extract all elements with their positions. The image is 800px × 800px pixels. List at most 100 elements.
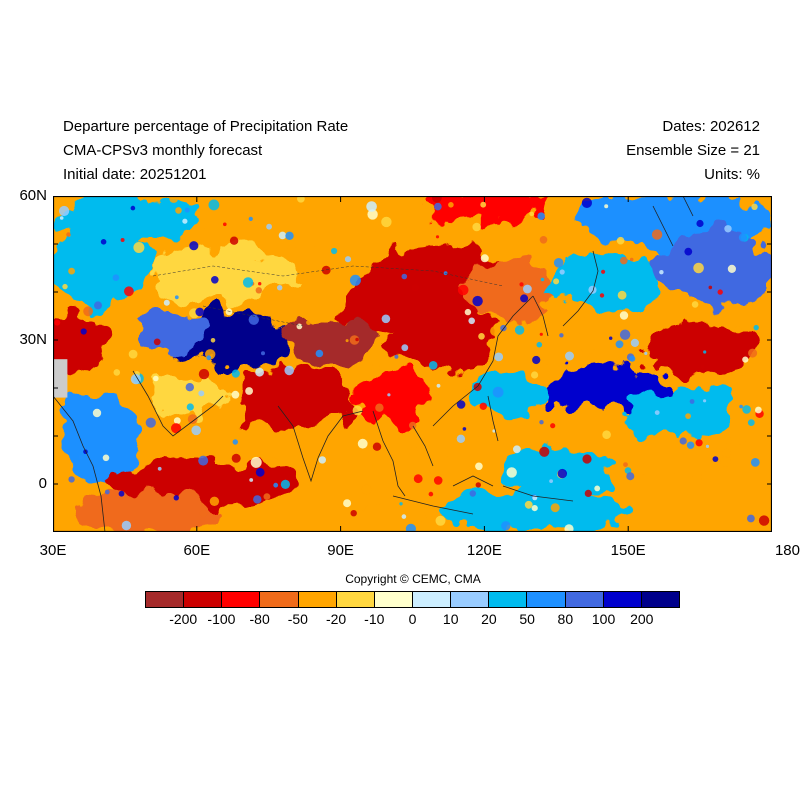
precip-speck [506,467,517,478]
precip-region-20 [235,364,351,432]
precip-speck [691,301,699,308]
precip-speck [343,499,352,508]
map-title: Departure percentage of Precipitation Ra… [63,118,349,135]
precip-region-13 [53,311,111,369]
colorbar-swatch-8 [451,592,490,607]
precip-speck [357,438,368,449]
precip-speck [255,467,265,477]
precip-speck [480,201,487,208]
precip-speck [513,445,521,454]
precip-speck [387,393,391,397]
precip-speck [469,490,476,497]
precip-region-9 [546,253,662,312]
precip-region-10 [656,229,772,307]
precip-speck [120,238,125,242]
precip-speck [420,468,431,479]
precip-speck [616,236,625,245]
precip-speck [722,448,732,458]
precip-speck [478,333,485,340]
precip-speck [350,510,357,517]
precip-speck [278,231,287,240]
precip-speck [550,423,556,429]
precip-speck [465,204,476,215]
precip-speck [355,337,359,342]
precip-speck [742,405,751,414]
precip-speck [630,338,640,347]
colorbar-label: -80 [249,611,270,627]
precip-speck [321,265,331,275]
precip-speck [375,403,384,412]
precip-speck [237,291,241,295]
precip-speck [209,496,220,506]
precip-speck [175,207,182,214]
forecast-dates: Dates: 202612 [662,118,760,135]
precip-speck [255,367,264,377]
precip-speck [250,456,262,468]
precip-speck [130,374,141,385]
precip-speck [83,306,93,317]
precip-speck [747,514,755,523]
coastline-china [432,295,534,427]
precip-speck [549,479,553,483]
x-tick-label: 60E [183,542,211,559]
precip-speck [435,515,446,526]
precip-speck [654,410,660,415]
precip-speck [751,203,758,210]
precip-region-17 [642,320,758,379]
precip-speck [456,400,466,409]
precip-speck [428,361,438,370]
precip-speck [401,514,407,519]
precip-speck [118,490,125,497]
precip-speck [565,351,574,361]
precip-speck [708,285,713,290]
precip-speck [258,282,262,286]
precip-speck [519,282,524,287]
precip-speck [703,399,707,403]
precip-speck [261,351,265,356]
precip-speck [695,439,703,447]
precip-speck [130,205,136,211]
precip-speck [173,495,179,501]
precip-speck [163,299,170,306]
map-plot [53,196,772,532]
precip-speck [564,524,574,532]
precip-speck [738,233,748,242]
precip-speck [479,402,487,410]
precip-speck [245,387,254,395]
colorbar-label: 50 [519,611,535,627]
precip-speck [253,495,262,504]
precip-speck [742,356,749,363]
precip-speck [68,267,75,275]
precip-speck [371,363,380,372]
precip-speck [306,320,312,325]
precip-region-32 [436,493,629,532]
precip-speck [78,455,83,460]
precip-speck [581,197,593,208]
precip-speck [494,352,504,362]
colorbar-label: 200 [630,611,654,627]
precip-speck [255,287,262,294]
precip-speck [372,442,382,451]
precip-speck [685,413,691,419]
precip-speck [584,489,592,497]
precip-speck [559,333,564,338]
precip-speck [615,340,624,349]
precip-speck [75,502,80,506]
precip-speck [53,351,58,359]
precip-speck [758,515,770,526]
colorbar-label: 20 [481,611,497,627]
precip-speck [472,222,482,232]
precip-speck [284,365,294,376]
coastline-korea-japan [532,250,599,337]
precip-speck [620,256,628,265]
colorbar-label: -50 [287,611,308,627]
precip-speck [206,355,212,361]
precip-speck [581,225,590,234]
precip-speck [394,354,399,359]
precip-speck [629,257,634,262]
precip-speck [604,204,609,209]
precip-speck [104,489,110,495]
precip-speck [686,441,695,449]
precip-speck [629,355,636,362]
precip-speck [231,453,241,463]
